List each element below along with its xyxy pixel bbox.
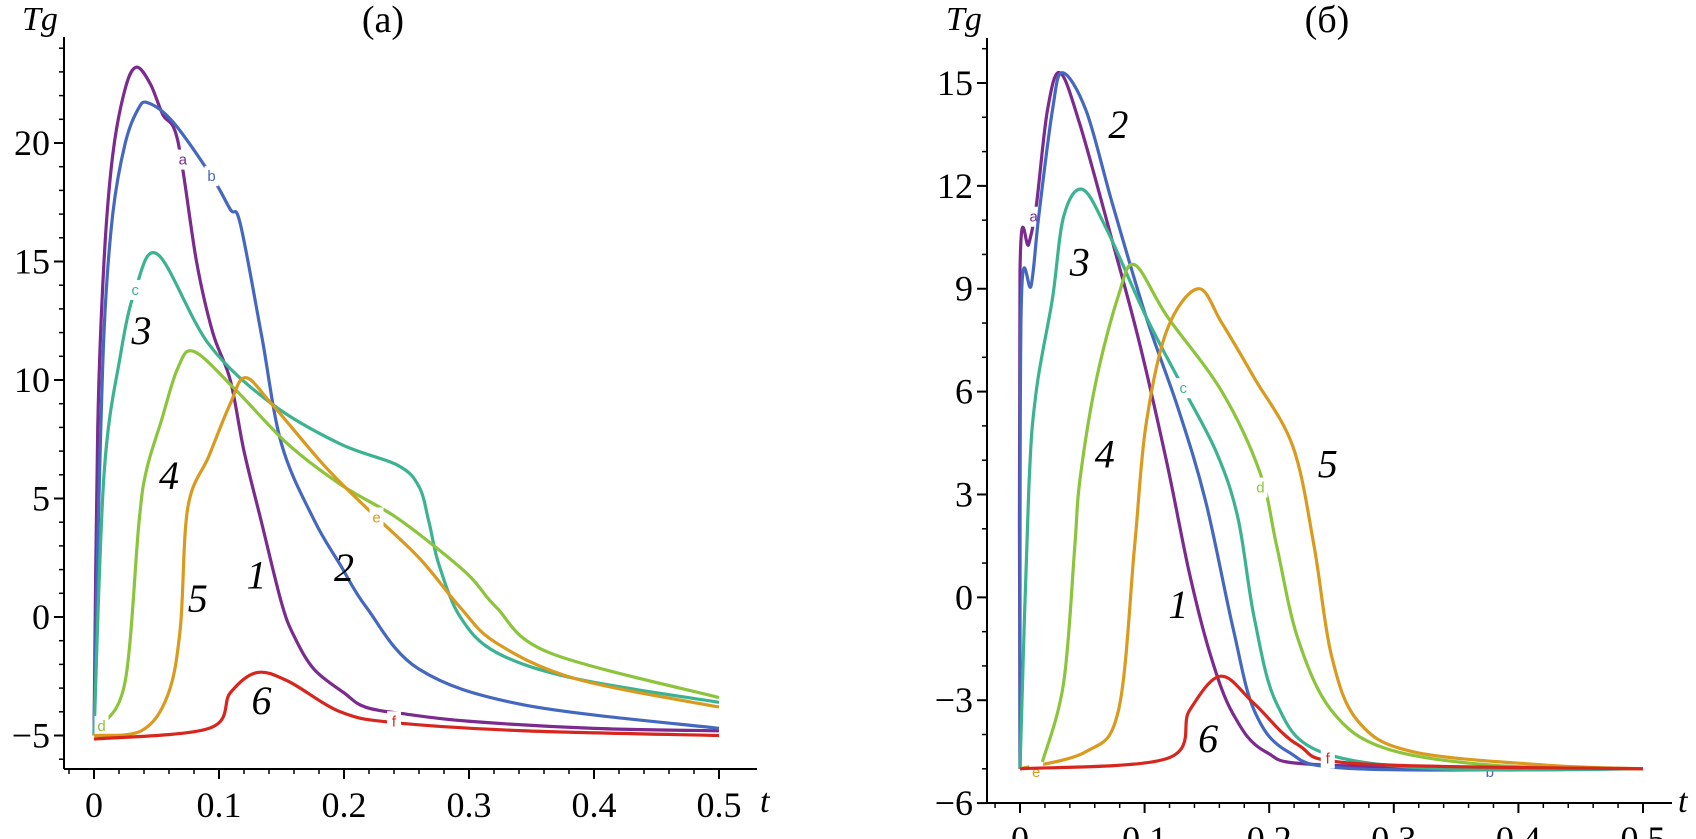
y-tick-label: 3 — [955, 474, 973, 514]
series-label-6: 6 — [1198, 716, 1218, 761]
panel-a: −5 0 5 10 15 20 0 0.1 0.2 0.3 0.4 0.5 (a) Tg t a 1 b 2 c 3 d 4… — [12, 0, 771, 825]
series-tag-a: a — [179, 152, 188, 169]
series-label-3: 3 — [1069, 239, 1090, 284]
x-tick-label: 0.5 — [1621, 819, 1666, 839]
series-line-4 — [92, 349, 720, 737]
chart-title: (б) — [1305, 0, 1350, 41]
series-tag-bg — [369, 507, 384, 528]
series-tag-bg — [387, 711, 401, 732]
x-tick-label: 0 — [1011, 819, 1029, 839]
y-tick-label: −3 — [935, 680, 973, 720]
series-line-2 — [1018, 71, 1644, 772]
y-tick-label: 12 — [937, 166, 973, 206]
y-tick-label: 0 — [955, 577, 973, 617]
x-axis-label: t — [1678, 783, 1689, 820]
series-tag-bg — [204, 166, 219, 187]
series-tag-bg — [175, 149, 190, 170]
x-tick-label: 0 — [85, 785, 103, 825]
series-tag-d: d — [1256, 480, 1264, 497]
series-tag-c: c — [1179, 380, 1187, 397]
series-tag-bg — [1320, 748, 1335, 769]
series-label-2: 2 — [1108, 102, 1128, 147]
series-line-1 — [92, 65, 720, 736]
series-line-2 — [92, 100, 720, 736]
series-line-5 — [93, 376, 720, 738]
x-tick-label: 0.4 — [1496, 819, 1541, 839]
y-tick-label: 15 — [14, 242, 50, 282]
chart-title: (a) — [362, 0, 404, 41]
series-label-1: 1 — [1168, 582, 1188, 627]
y-tick-label: −5 — [12, 716, 50, 756]
series-line-5 — [1019, 287, 1644, 771]
x-tick-label: 0.3 — [447, 785, 492, 825]
series-tag-c: c — [132, 282, 140, 299]
series-label-4: 4 — [1095, 431, 1115, 476]
series-tag-bg — [128, 279, 143, 300]
series-tag-b: b — [1486, 764, 1494, 781]
x-tick-label: 0.3 — [1371, 819, 1416, 839]
x-tick-label: 0.2 — [322, 785, 367, 825]
x-tick-label: 0.5 — [697, 785, 742, 825]
series-label-1: 1 — [247, 552, 267, 597]
x-axis-label: t — [760, 783, 771, 820]
series-line-4 — [1040, 262, 1644, 771]
x-tick-label: 0.1 — [1122, 819, 1167, 839]
y-axis-label: Tg — [22, 1, 58, 38]
series-label-5: 5 — [188, 576, 208, 621]
y-tick-label: 15 — [937, 63, 973, 103]
series-tag-bg — [1176, 378, 1191, 399]
x-tick-label: 0.2 — [1247, 819, 1292, 839]
x-tick-label: 0.1 — [197, 785, 242, 825]
series-line-3 — [1018, 187, 1644, 772]
series-label-5: 5 — [1318, 442, 1338, 487]
series-tag-a: a — [1030, 209, 1039, 226]
panel-b: −6 −3 0 3 6 9 12 15 0 0.1 0.2 0.3 0.4 0.5 (б) Tg t a 1 b 2 c 3… — [935, 0, 1689, 839]
y-tick-label: 5 — [32, 479, 50, 519]
y-tick-label: 20 — [14, 123, 50, 163]
y-axis-label: Tg — [946, 1, 982, 38]
series-tag-e: e — [372, 509, 380, 526]
y-tick-label: 9 — [955, 269, 973, 309]
series-tag-f: f — [392, 713, 397, 730]
y-tick-label: 6 — [955, 372, 973, 412]
series-line-6 — [1019, 674, 1644, 771]
series-label-4: 4 — [159, 453, 179, 498]
series-tag-d: d — [97, 718, 105, 735]
series-line-3 — [92, 251, 720, 736]
y-tick-label: 10 — [14, 360, 50, 400]
series-line-6 — [93, 670, 720, 741]
series-tag-bg — [1253, 477, 1268, 498]
series-tag-bg — [94, 716, 109, 737]
y-tick-label: −6 — [935, 783, 973, 823]
series-label-3: 3 — [131, 308, 152, 353]
y-tick-label: 0 — [32, 597, 50, 637]
series-line-1 — [1017, 71, 1644, 771]
x-tick-label: 0.4 — [572, 785, 617, 825]
series-label-6: 6 — [252, 678, 272, 723]
series-tag-e: e — [1032, 764, 1040, 781]
series-tag-b: b — [207, 168, 215, 185]
series-label-2: 2 — [334, 545, 354, 590]
series-tag-f: f — [1326, 751, 1331, 768]
